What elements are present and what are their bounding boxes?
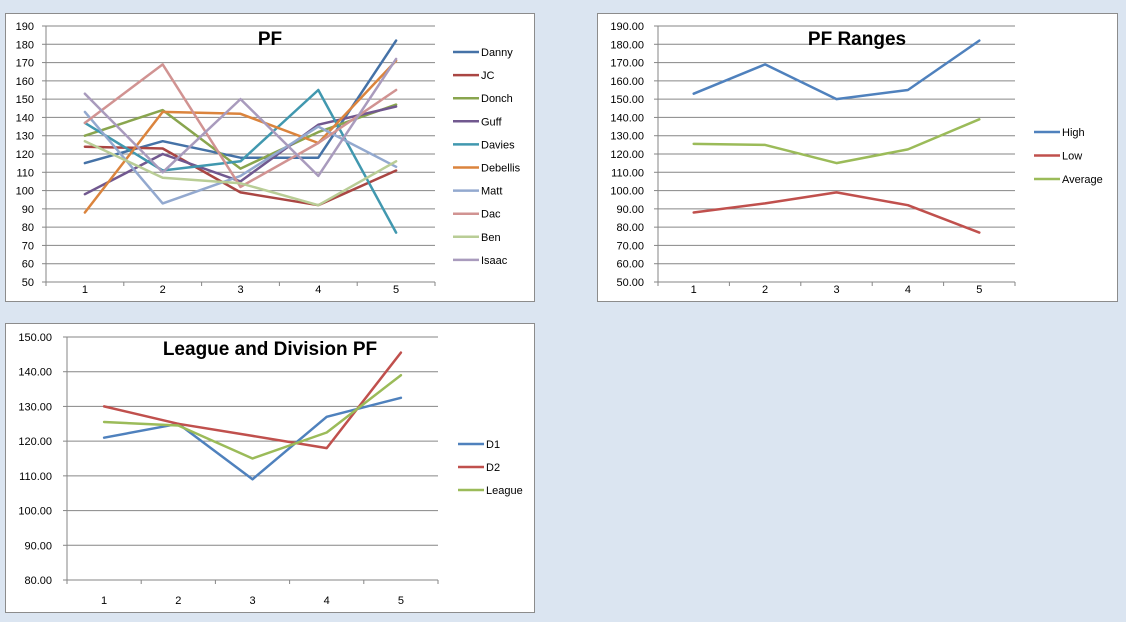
legend-label-ben: Ben: [481, 232, 501, 244]
y-tick-label: 190.00: [610, 21, 644, 33]
league-division-chart: 150.00 140.00 130.00 120.00 110.00 100.00 90.0…: [5, 323, 535, 613]
y-tick-label: 130.00: [18, 401, 52, 413]
x-tick-label: 5: [393, 284, 399, 296]
series-line-d1: [102, 396, 403, 481]
x-tick-label: 5: [976, 284, 982, 296]
y-tick-label: 130: [16, 131, 34, 143]
x-tick-label: 5: [398, 595, 404, 607]
series-line-donch: [83, 103, 398, 170]
legend-label-isaac: Isaac: [481, 255, 508, 267]
y-tick-label: 50: [22, 277, 34, 289]
chart-title: PF: [258, 29, 282, 50]
series-line-d2: [102, 351, 403, 450]
y-tick-label: 80.00: [616, 222, 644, 234]
pf-chart-svg: 190 180 170 160 150 140 130 120 110 100 90 80 70 60 50…: [16, 21, 521, 296]
series-line-ben: [83, 139, 398, 207]
x-tick-label: 1: [101, 595, 107, 607]
legend-label-danny: Danny: [481, 47, 513, 59]
y-tick-label: 100: [16, 186, 34, 198]
y-tick-label: 70: [22, 240, 34, 252]
x-tick-label: 2: [762, 284, 768, 296]
legend-label-d2: D2: [486, 462, 500, 474]
chart-title: PF Ranges: [808, 29, 906, 50]
y-tick-label: 190: [16, 21, 34, 33]
y-tick-label: 110.00: [611, 167, 644, 179]
x-tick-label: 3: [833, 284, 839, 296]
series-line-isaac: [83, 57, 398, 178]
y-tick-label: 120.00: [610, 149, 644, 161]
x-tick-label: 1: [82, 284, 88, 296]
series-line-average: [692, 118, 981, 165]
y-tick-label: 170.00: [610, 58, 644, 70]
series-line-dac: [83, 63, 398, 189]
y-tick-label: 140: [16, 112, 34, 124]
legend-label-matt: Matt: [481, 186, 502, 198]
legend-label-jc: JC: [481, 70, 495, 82]
series-line-debellis: [83, 59, 398, 214]
pf-ranges-chart: 190.00 180.00 170.00 160.00 150.00 140.00 130.…: [597, 13, 1118, 302]
series-line-low: [692, 191, 981, 234]
series-line-matt: [83, 110, 398, 205]
y-tick-label: 100.00: [610, 186, 644, 198]
x-tick-label: 2: [175, 595, 181, 607]
legend-label-davies: Davies: [481, 139, 515, 151]
y-tick-label: 150.00: [610, 94, 644, 106]
y-tick-label: 160: [16, 76, 34, 88]
series-line-high: [692, 39, 981, 101]
y-tick-label: 180.00: [610, 39, 644, 51]
legend-label-d1: D1: [486, 439, 500, 451]
legend-label-guff: Guff: [481, 116, 503, 128]
y-tick-label: 140.00: [18, 367, 52, 379]
legend-label-dac: Dac: [481, 209, 501, 221]
y-tick-label: 70.00: [616, 240, 644, 252]
x-tick-label: 4: [315, 284, 321, 296]
y-tick-label: 100.00: [18, 506, 52, 518]
y-tick-label: 120.00: [18, 436, 52, 448]
x-tick-label: 4: [905, 284, 911, 296]
y-tick-label: 50.00: [616, 277, 644, 289]
series-line-guff: [83, 105, 398, 196]
pf-ranges-chart-svg: 190.00180.00170.00160.00150.00140.00130.…: [610, 21, 1103, 296]
legend-label-donch: Donch: [481, 93, 513, 105]
legend-label-debellis: Debellis: [481, 163, 521, 175]
y-tick-label: 80: [22, 222, 34, 234]
y-tick-label: 170: [16, 58, 34, 70]
y-tick-label: 130.00: [610, 131, 644, 143]
x-tick-label: 1: [691, 284, 697, 296]
y-tick-label: 150: [16, 94, 34, 106]
y-tick-label: 120: [16, 149, 34, 161]
y-tick-label: 60.00: [616, 259, 644, 271]
y-tick-label: 150.00: [18, 332, 52, 344]
chart-title: League and Division PF: [163, 339, 377, 360]
y-tick-label: 90.00: [24, 540, 52, 552]
y-tick-label: 160.00: [610, 76, 644, 88]
series-line-league: [102, 373, 403, 460]
y-tick-label: 90: [22, 204, 34, 216]
x-tick-label: 3: [237, 284, 243, 296]
series-line-jc: [83, 145, 398, 207]
y-tick-label: 80.00: [24, 575, 52, 587]
y-tick-label: 180: [16, 39, 34, 51]
x-tick-label: 4: [324, 595, 330, 607]
league-division-chart-svg: 150.00 140.00 130.00 120.00 110.00 100.00 90.0…: [18, 332, 523, 607]
x-tick-label: 2: [160, 284, 166, 296]
legend-label-league: League: [486, 485, 523, 497]
legend-label-high: High: [1062, 127, 1085, 139]
y-tick-label: 110.00: [19, 471, 52, 483]
y-tick-label: 140.00: [610, 112, 644, 124]
legend-label-low: Low: [1062, 151, 1082, 163]
x-tick-label: 3: [249, 595, 255, 607]
y-tick-label: 60: [22, 259, 34, 271]
y-tick-label: 110: [16, 167, 34, 179]
y-tick-label: 90.00: [616, 204, 644, 216]
legend-label-average: Average: [1062, 174, 1103, 186]
pf-chart: 190 180 170 160 150 140 130 120 110 100 90 80 70 60 50…: [5, 13, 535, 302]
